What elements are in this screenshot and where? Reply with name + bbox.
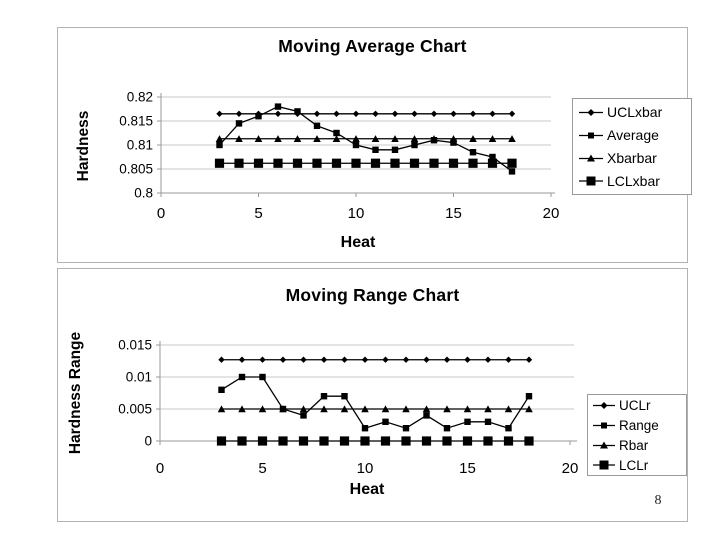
- series-UCLr: [218, 356, 533, 363]
- x-tick-label: 0: [156, 460, 164, 477]
- large-square-marker-icon: [593, 460, 615, 470]
- y-tick-label: 0.805: [119, 162, 153, 177]
- legend: UCLr Range Rbar LCLr: [587, 394, 687, 476]
- triangle-marker-icon: [579, 154, 603, 161]
- chart-title: Moving Range Chart: [285, 285, 460, 305]
- legend-item-range: Range: [593, 415, 686, 435]
- legend-item-xbarbar: Xbarbar: [579, 147, 691, 170]
- x-tick-label: 15: [445, 205, 462, 222]
- legend-label: Average: [607, 127, 659, 143]
- legend-item-uclr: UCLr: [593, 395, 686, 415]
- series-LCLxbar: [214, 158, 517, 168]
- x-tick-label: 10: [348, 205, 365, 222]
- y-tick-label: 0.01: [126, 370, 152, 385]
- x-tick-label: 20: [562, 460, 579, 477]
- diamond-marker-icon: [593, 401, 615, 409]
- moving-range-chart-panel: 0.015 0.01 0.005 0 0 5 10 15 20 Moving Range Cha…: [57, 268, 688, 522]
- y-tick-label: 0: [144, 434, 152, 449]
- y-tick-label: 0.815: [119, 114, 153, 129]
- square-marker-icon: [579, 132, 603, 138]
- legend-item-lclxbar: LCLxbar: [579, 170, 691, 193]
- large-square-marker-icon: [579, 176, 603, 186]
- x-tick-label: 15: [459, 460, 476, 477]
- y-tick-label: 0.81: [127, 138, 153, 153]
- series-Average: [216, 103, 516, 175]
- legend-item-uclxbar: UCLxbar: [579, 101, 691, 124]
- legend-label: UCLr: [619, 397, 651, 413]
- x-tick-label: 10: [357, 460, 374, 477]
- moving-range-plot: 0.015 0.01 0.005 00 5 10 15 20: [118, 338, 578, 478]
- x-axis-title: Heat: [340, 234, 376, 251]
- legend: UCLxbar Average Xbarbar LCLxbar: [572, 98, 692, 195]
- series-Xbarbar: [215, 135, 516, 142]
- chart-title: Moving Average Chart: [278, 36, 467, 56]
- axes: [157, 93, 555, 197]
- x-tick-label: 0: [157, 205, 165, 222]
- legend-label: LCLr: [619, 457, 649, 473]
- y-tick-label: 0.8: [134, 186, 153, 201]
- legend-label: Range: [619, 417, 659, 433]
- legend-label: Rbar: [619, 437, 649, 453]
- x-tick-label: 5: [258, 460, 266, 477]
- legend-item-lclr: LCLr: [593, 455, 686, 475]
- y-tick-label: 0.015: [118, 338, 152, 353]
- y-tick-label: 0.82: [127, 90, 153, 105]
- tick-labels: 0.015 0.01 0.005 00 5 10 15 20: [118, 338, 578, 478]
- legend-label: LCLxbar: [607, 173, 660, 189]
- legend-item-average: Average: [579, 124, 691, 147]
- y-axis-title: Hardness: [75, 110, 92, 182]
- y-tick-label: 0.005: [118, 402, 152, 417]
- legend-label: UCLxbar: [607, 104, 663, 120]
- moving-average-chart-panel: 0.82 0.815 0.81 0.805 0.8 0 5 10 15 20 Moving Ave…: [57, 27, 692, 263]
- x-tick-label: 5: [254, 205, 262, 222]
- y-axis-title: Hardness Range: [67, 331, 84, 455]
- legend-item-rbar: Rbar: [593, 435, 686, 455]
- triangle-marker-icon: [593, 441, 615, 448]
- page-number: 8: [654, 493, 662, 508]
- diamond-marker-icon: [579, 108, 603, 116]
- x-tick-label: 20: [543, 205, 560, 222]
- legend-label: Xbarbar: [607, 150, 657, 166]
- series-Rbar: [217, 405, 533, 413]
- series-LCLr: [216, 436, 534, 446]
- series-Range: [218, 373, 533, 432]
- square-marker-icon: [593, 422, 615, 428]
- x-axis-title: Heat: [349, 481, 385, 498]
